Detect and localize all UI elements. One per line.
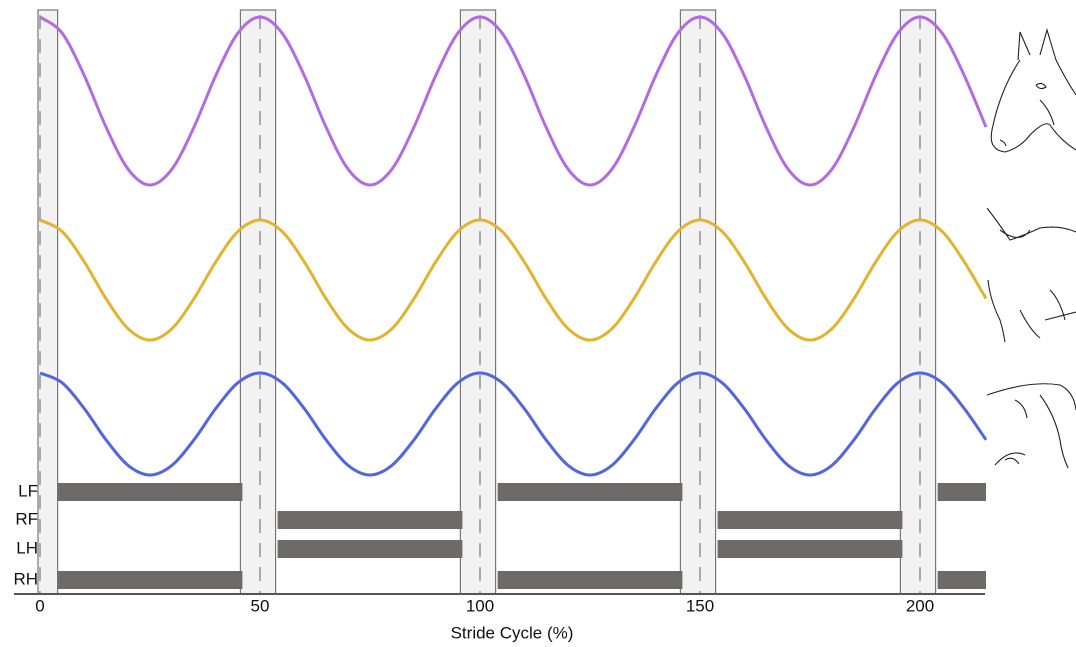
limb-label: RH (13, 569, 38, 588)
plot-area (37, 9, 988, 595)
x-tick-label: 50 (251, 596, 270, 615)
x-tick-label: 0 (35, 596, 44, 615)
curve (39, 15, 988, 187)
x-axis-label: Stride Cycle (%) (451, 623, 574, 642)
horse-head-sketch (990, 28, 1076, 153)
stance-bar (57, 571, 243, 589)
overlap-band (899, 9, 937, 595)
horse-hindquarter-sketch (986, 383, 1076, 469)
limb-label: LF (18, 481, 38, 500)
curve (39, 218, 988, 342)
overlap-band (239, 9, 277, 595)
curve (39, 371, 988, 477)
overlap-band (679, 9, 717, 595)
stance-bar (497, 483, 683, 501)
x-tick-label: 200 (906, 596, 934, 615)
stance-bar (497, 571, 683, 589)
limb-label: LH (16, 538, 38, 557)
overlap-band (459, 9, 497, 595)
stance-bar (277, 511, 463, 529)
stance-bar (717, 540, 903, 558)
limb-label: RF (15, 509, 38, 528)
x-tick-label: 150 (686, 596, 714, 615)
stance-bar (717, 511, 903, 529)
stance-bar (937, 571, 986, 589)
x-tick-label: 100 (466, 596, 494, 615)
stance-bar (57, 483, 243, 501)
stance-bar (937, 483, 986, 501)
horse-shoulder-sketch (986, 207, 1076, 343)
stance-bar (277, 540, 463, 558)
